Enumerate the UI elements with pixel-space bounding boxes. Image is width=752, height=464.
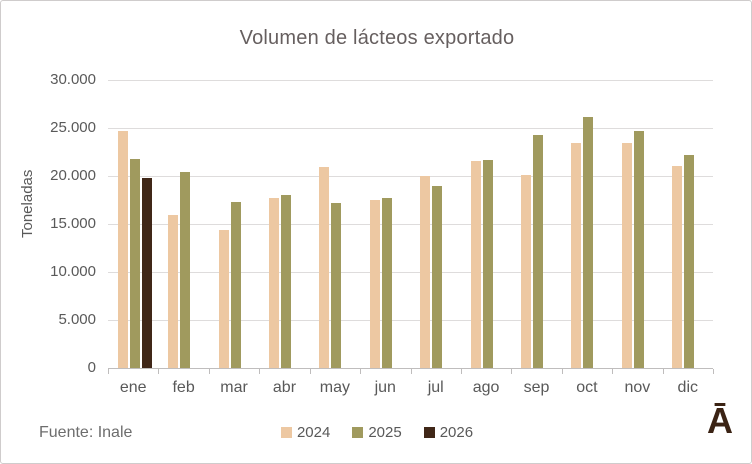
gridline <box>108 175 713 177</box>
chart-title: Volumen de lácteos exportado <box>239 27 515 49</box>
x-axis-tick <box>360 369 362 374</box>
legend-label: 2024 <box>296 424 331 441</box>
bar-2025-jul[interactable] <box>432 185 443 368</box>
x-axis-tick <box>259 369 261 374</box>
bar-2024-ene[interactable] <box>117 130 128 368</box>
bar-2024-abr[interactable] <box>268 198 279 368</box>
x-axis-tick <box>460 369 462 374</box>
bar-2025-feb[interactable] <box>180 172 191 368</box>
legend-item-2026[interactable]: 2026 <box>423 424 474 441</box>
x-axis-tick <box>713 369 714 374</box>
legend-item-2024[interactable]: 2024 <box>280 424 331 441</box>
bar-2025-sep[interactable] <box>533 134 544 368</box>
gridline <box>108 79 713 81</box>
x-axis-label-jul: jul <box>427 379 444 396</box>
source-note: Fuente: Inale <box>39 424 133 441</box>
brand-logo: Ā <box>707 400 733 441</box>
bar-2024-sep[interactable] <box>521 175 532 368</box>
bar-2025-nov[interactable] <box>633 130 644 368</box>
bar-2025-ago[interactable] <box>482 159 493 368</box>
bar-2024-may[interactable] <box>319 167 330 368</box>
x-axis-tick <box>410 369 412 374</box>
y-tick-label: 30.000 <box>50 71 96 88</box>
gridline <box>108 319 713 321</box>
bar-2024-jul[interactable] <box>420 176 431 368</box>
bar-2024-oct[interactable] <box>571 143 582 368</box>
x-axis-tick <box>612 369 614 374</box>
gridline <box>108 271 713 273</box>
y-tick-label: 10.000 <box>50 263 96 280</box>
bar-2025-dic[interactable] <box>684 154 695 368</box>
x-axis-label-sep: sep <box>523 379 550 396</box>
x-axis-label-feb: feb <box>172 379 195 396</box>
bar-2024-feb[interactable] <box>168 215 179 368</box>
bar-2025-may[interactable] <box>331 202 342 368</box>
bar-2025-oct[interactable] <box>583 116 594 368</box>
bar-2025-abr[interactable] <box>280 195 291 368</box>
legend-swatch-icon <box>280 427 292 438</box>
bar-2024-nov[interactable] <box>621 143 632 368</box>
x-axis-line <box>108 368 713 369</box>
bar-2024-jun[interactable] <box>369 200 380 368</box>
x-axis-label-ene: ene <box>119 379 147 396</box>
bar-2025-ene[interactable] <box>129 158 140 368</box>
x-axis-tick <box>108 369 109 374</box>
x-axis-label-dic: dic <box>677 379 698 396</box>
x-axis-tick <box>561 369 563 374</box>
gridline <box>108 127 713 129</box>
x-axis-tick <box>662 369 664 374</box>
legend: 2024 2025 2026 <box>1 424 751 441</box>
bar-2024-ago[interactable] <box>470 160 481 368</box>
bar-2026-ene[interactable] <box>141 177 152 368</box>
plot-area <box>108 79 714 374</box>
y-tick-label: 15.000 <box>50 215 96 232</box>
x-axis-label-jun: jun <box>374 379 396 396</box>
x-axis-label-oct: oct <box>576 379 598 396</box>
x-axis-label-mar: mar <box>220 379 248 396</box>
y-tick-label: 0 <box>87 359 96 376</box>
bar-2024-mar[interactable] <box>218 229 229 368</box>
x-axis-tick <box>309 369 311 374</box>
y-tick-label: 20.000 <box>50 167 96 184</box>
y-tick-label: 25.000 <box>50 119 96 136</box>
legend-label: 2026 <box>439 424 474 441</box>
x-axis-tick <box>511 369 513 374</box>
legend-swatch-icon <box>352 427 364 438</box>
bar-2024-dic[interactable] <box>672 166 683 368</box>
x-axis-label-ago: ago <box>472 379 500 396</box>
x-axis-label-abr: abr <box>272 379 297 396</box>
legend-label: 2025 <box>368 424 402 441</box>
x-axis-tick <box>208 369 210 374</box>
gridline <box>108 223 713 225</box>
legend-item-2025[interactable]: 2025 <box>352 424 402 441</box>
x-axis-label-may: may <box>319 379 350 396</box>
bar-2025-jun[interactable] <box>381 198 392 368</box>
bar-2025-mar[interactable] <box>230 201 241 368</box>
x-axis-label-nov: nov <box>624 379 651 396</box>
y-tick-label: 5.000 <box>58 311 96 328</box>
legend-swatch-icon <box>423 427 435 438</box>
x-axis-tick <box>158 369 160 374</box>
